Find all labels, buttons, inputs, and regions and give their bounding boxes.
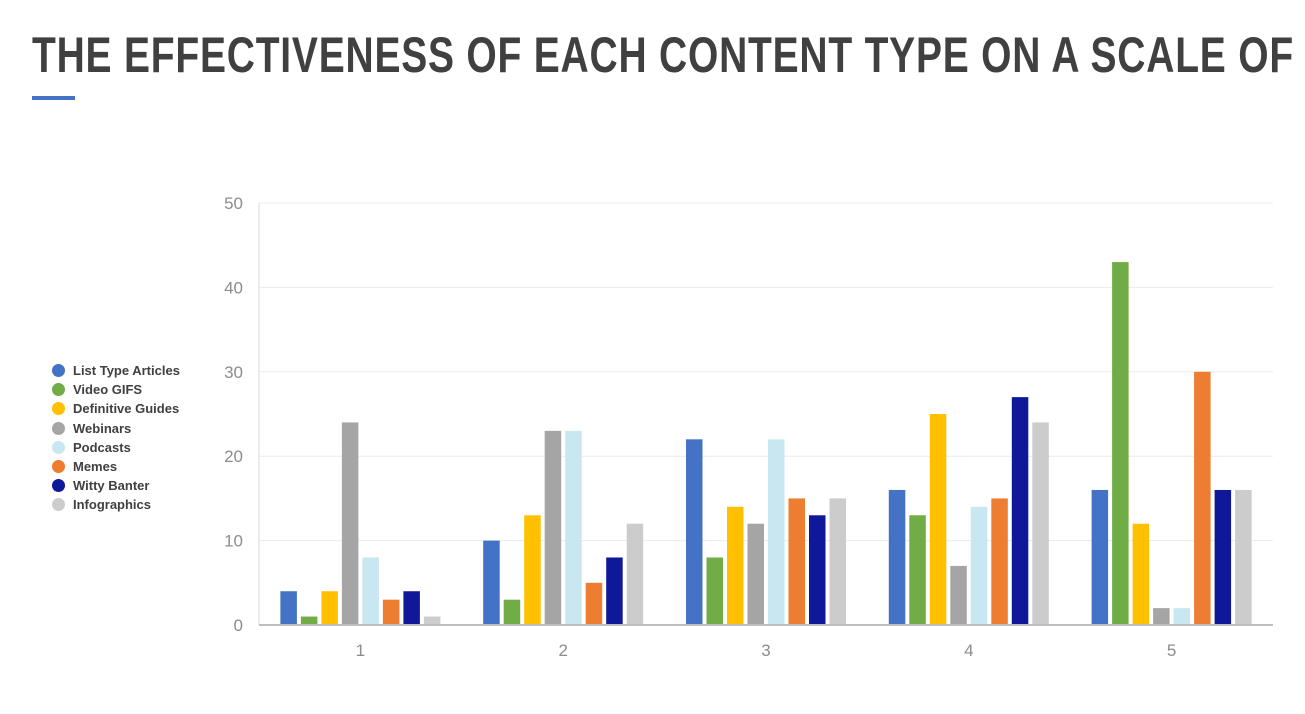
legend-item: Infographics — [52, 495, 180, 514]
legend-swatch — [52, 402, 65, 416]
bar — [991, 498, 1008, 625]
legend-swatch — [52, 421, 65, 435]
legend-item: List Type Articles — [52, 361, 180, 380]
axes: 0 10 20 30 40 50 1 2 3 4 5 — [224, 194, 1273, 660]
page-title: THE EFFECTIVENESS OF EACH CONTENT TYPE O… — [32, 27, 1305, 83]
bar — [483, 540, 500, 625]
legend-label: List Type Articles — [73, 363, 180, 379]
bar — [950, 565, 967, 625]
x-tick-label: 4 — [964, 641, 973, 660]
x-tick-label: 3 — [761, 641, 770, 660]
bar — [1173, 608, 1191, 625]
chart-legend: List Type Articles Video GIFS Definitive G… — [52, 361, 180, 515]
legend-label: Webinars — [73, 420, 132, 436]
legend-item: Memes — [52, 457, 180, 476]
bar — [1011, 397, 1029, 625]
legend-item: Definitive Guides — [52, 399, 180, 418]
bar — [706, 557, 723, 625]
bar — [1153, 608, 1170, 625]
bar — [544, 430, 562, 625]
bar — [788, 498, 805, 625]
bar — [747, 523, 764, 625]
legend-swatch — [52, 440, 65, 454]
legend-swatch — [52, 479, 65, 493]
title-underline — [32, 96, 75, 100]
legend-item: Video GIFS — [52, 380, 180, 399]
y-tick-label: 0 — [234, 616, 243, 635]
bar — [321, 591, 338, 625]
legend-label: Podcasts — [73, 439, 131, 455]
bar — [1194, 371, 1211, 625]
legend-item: Webinars — [52, 419, 180, 438]
bar — [524, 515, 541, 625]
legend-swatch — [52, 498, 65, 512]
x-tick-label: 5 — [1167, 641, 1176, 660]
bar — [1032, 422, 1049, 625]
bar — [1214, 489, 1232, 625]
bar — [727, 506, 744, 625]
bar — [809, 515, 826, 625]
bar — [300, 616, 318, 625]
bar — [1235, 489, 1252, 625]
legend-label: Definitive Guides — [73, 401, 180, 417]
bar — [1091, 489, 1109, 625]
y-tick-label: 10 — [224, 532, 243, 551]
y-tick-label: 40 — [224, 278, 243, 297]
bar — [585, 582, 603, 625]
bar — [565, 430, 582, 625]
bar — [503, 599, 521, 625]
bar — [888, 489, 906, 625]
bar — [768, 439, 785, 625]
legend-label: Infographics — [73, 497, 152, 513]
bar — [423, 616, 441, 625]
legend-item: Witty Banter — [52, 476, 180, 495]
bar — [606, 557, 623, 625]
bars — [280, 262, 1252, 625]
bar — [909, 515, 926, 625]
x-tick-label: 1 — [356, 641, 365, 660]
x-tick-label: 2 — [558, 641, 567, 660]
y-tick-label: 20 — [224, 447, 243, 466]
bar — [382, 599, 400, 625]
bar — [280, 591, 297, 625]
y-tick-label: 50 — [224, 194, 243, 213]
bar — [362, 557, 379, 625]
y-tick-label: 30 — [224, 363, 243, 382]
bar — [929, 414, 947, 625]
legend-label: Witty Banter — [73, 478, 150, 494]
bar — [341, 422, 359, 625]
bar — [626, 523, 644, 625]
bar — [686, 439, 703, 625]
legend-swatch — [52, 383, 65, 397]
bar — [1132, 523, 1150, 625]
legend-swatch — [52, 460, 65, 474]
legend-label: Memes — [73, 459, 118, 475]
bar — [403, 591, 420, 625]
bar — [970, 506, 988, 625]
legend-swatch — [52, 364, 65, 378]
legend-item: Podcasts — [52, 438, 180, 457]
bar — [1112, 262, 1129, 625]
legend-label: Video GIFS — [73, 382, 143, 398]
bar — [829, 498, 846, 625]
